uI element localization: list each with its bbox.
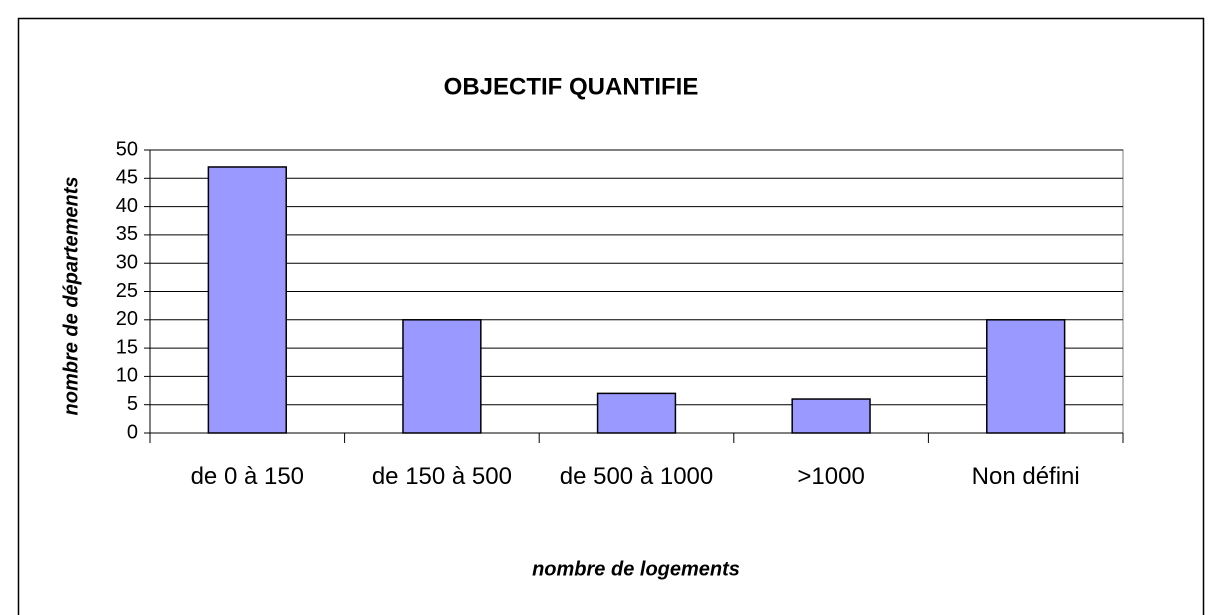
x-tick-label: Non défini	[972, 463, 1080, 490]
chart-border	[17, 17, 1205, 615]
bar	[402, 319, 482, 434]
x-tick-label: >1000	[797, 463, 864, 490]
bar	[207, 166, 287, 434]
y-tick-label: 20	[116, 308, 138, 330]
y-tick-label: 35	[116, 223, 138, 245]
y-axis-title: nombre de départements	[60, 177, 82, 416]
x-tick-label: de 0 à 150	[191, 463, 304, 490]
x-tick-label: de 150 à 500	[372, 463, 512, 490]
bar	[791, 398, 871, 434]
y-tick-label: 45	[116, 167, 138, 189]
y-tick-label: 10	[116, 365, 138, 387]
y-tick-label: 0	[127, 421, 138, 443]
y-tick-label: 25	[116, 280, 138, 302]
bar	[986, 319, 1066, 434]
chart-title: OBJECTIF QUANTIFIE	[444, 73, 699, 100]
y-tick-label: 40	[116, 195, 138, 217]
x-tick-label: de 500 à 1000	[560, 463, 713, 490]
y-tick-label: 30	[116, 251, 138, 273]
y-tick-label: 5	[127, 393, 138, 415]
bar	[596, 392, 677, 434]
x-axis-title: nombre de logements	[532, 558, 740, 580]
y-tick-label: 15	[116, 336, 138, 358]
y-tick-label: 50	[116, 138, 138, 160]
